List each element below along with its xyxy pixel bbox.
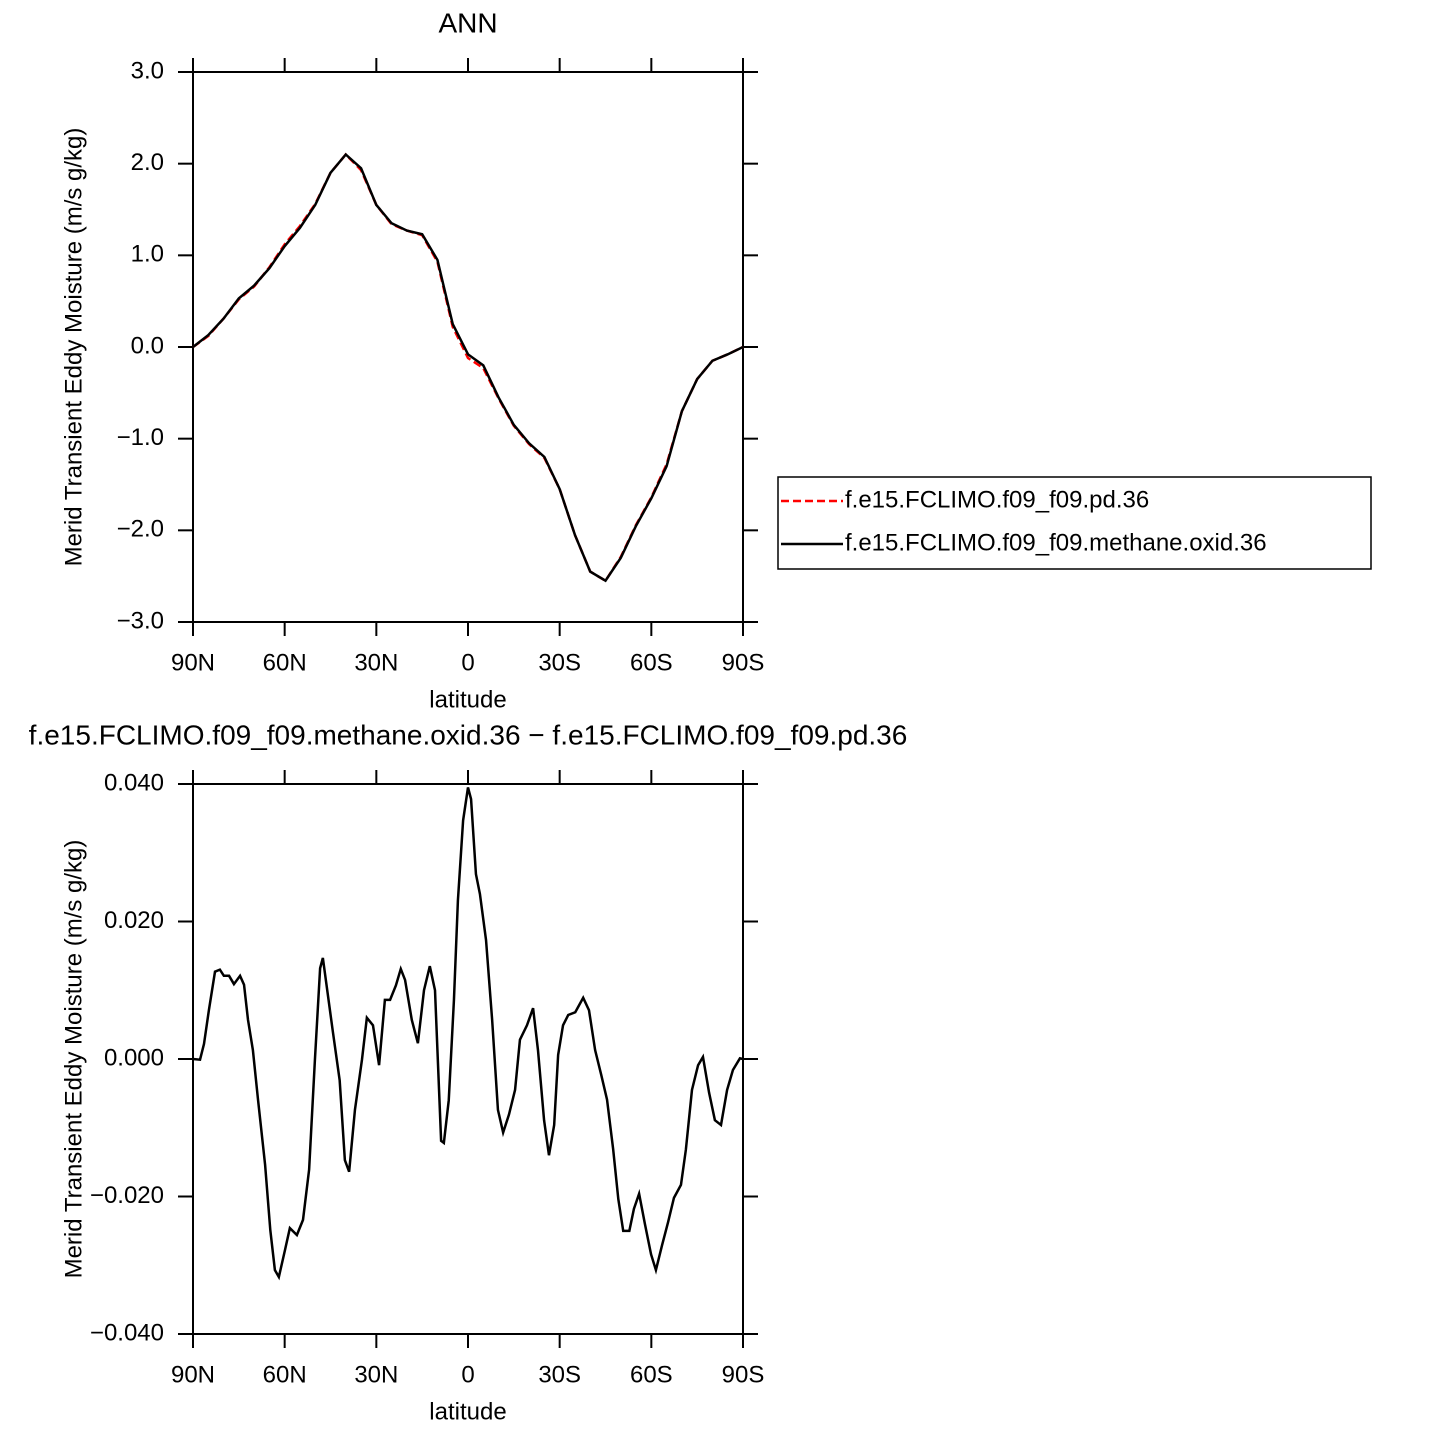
data-line — [192, 152, 744, 583]
data-line — [192, 787, 744, 1281]
legend-label: f.e15.FCLIMO.f09_f09.pd.36 — [845, 486, 1149, 513]
x-tick-label: 90S — [722, 649, 765, 676]
x-tick-label: 30S — [538, 1361, 581, 1388]
y-axis-label: Merid Transient Eddy Moisture (m/s g/kg) — [60, 840, 87, 1279]
plot-frame — [192, 71, 744, 623]
chart-title: f.e15.FCLIMO.f09_f09.methane.oxid.36 − f… — [29, 719, 908, 750]
y-tick-label: 0.020 — [104, 907, 164, 934]
y-axis-label: Merid Transient Eddy Moisture (m/s g/kg) — [60, 128, 87, 567]
y-tick-label: 0.000 — [104, 1044, 164, 1071]
x-tick-label: 30S — [538, 649, 581, 676]
y-tick-label: −3.0 — [117, 607, 164, 634]
chart-title: ANN — [438, 7, 497, 38]
x-tick-label: 90N — [171, 649, 215, 676]
x-tick-label: 0 — [461, 649, 474, 676]
x-tick-label: 90N — [171, 1361, 215, 1388]
y-tick-label: −0.020 — [90, 1182, 164, 1209]
x-tick-label: 30N — [354, 649, 398, 676]
y-tick-label: −1.0 — [117, 424, 164, 451]
x-axis-label: latitude — [429, 1398, 506, 1425]
x-tick-label: 0 — [461, 1361, 474, 1388]
x-axis-label: latitude — [429, 686, 506, 713]
y-tick-label: 0.0 — [131, 332, 164, 359]
x-tick-label: 60S — [630, 649, 673, 676]
x-tick-label: 30N — [354, 1361, 398, 1388]
legend-box — [777, 476, 1372, 570]
x-tick-label: 90S — [722, 1361, 765, 1388]
x-tick-label: 60S — [630, 1361, 673, 1388]
y-tick-label: −0.040 — [90, 1319, 164, 1346]
y-tick-label: 0.040 — [104, 769, 164, 796]
y-tick-label: 3.0 — [131, 57, 164, 84]
x-tick-label: 60N — [263, 1361, 307, 1388]
legend-label: f.e15.FCLIMO.f09_f09.methane.oxid.36 — [845, 529, 1267, 556]
x-tick-label: 60N — [263, 649, 307, 676]
y-tick-label: −2.0 — [117, 516, 164, 543]
data-line — [192, 152, 744, 583]
y-tick-label: 1.0 — [131, 241, 164, 268]
y-tick-label: 2.0 — [131, 149, 164, 176]
